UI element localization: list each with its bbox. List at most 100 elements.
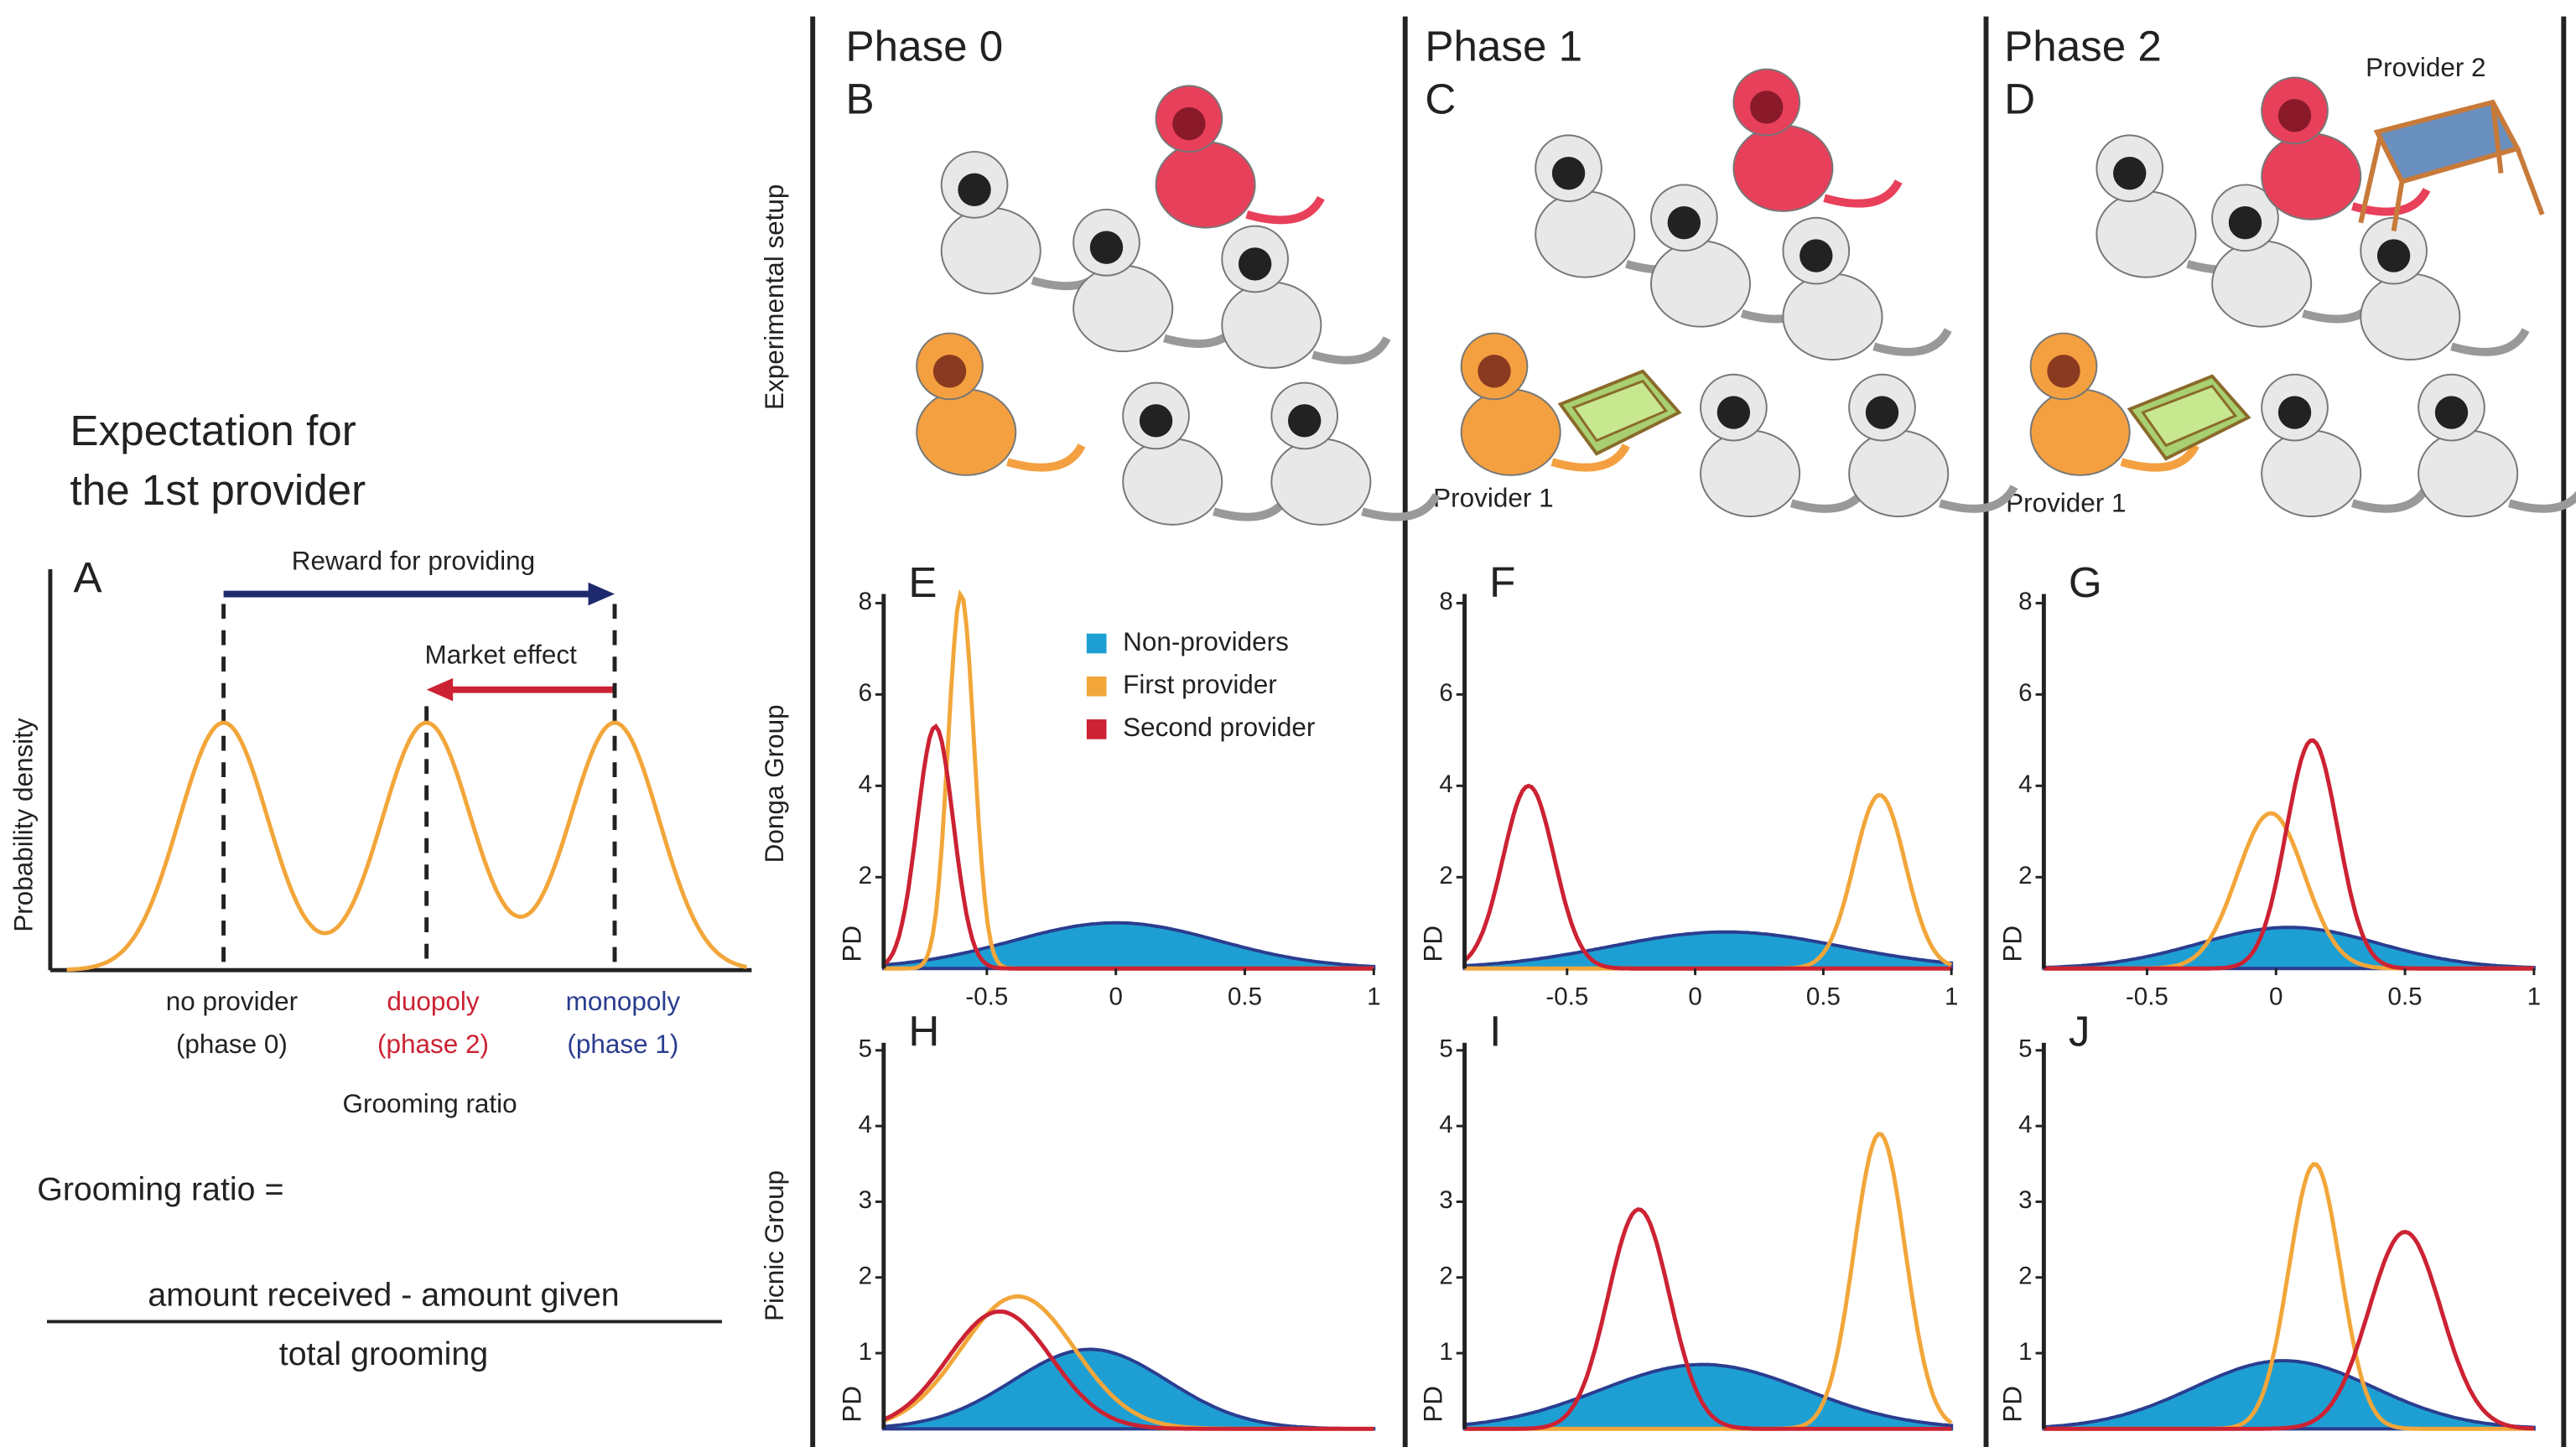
density-curve <box>2044 738 2534 971</box>
monkey-body <box>1848 429 1950 517</box>
legend-label: Second provider <box>1123 713 1315 742</box>
monkey-face <box>2434 396 2469 429</box>
monkey-body <box>940 206 1041 295</box>
axis-title: PD <box>1418 926 1447 962</box>
y-tick-label: 2 <box>2018 1263 2032 1290</box>
monkey-face <box>1139 404 1173 438</box>
monkey-body <box>1782 272 1883 361</box>
y-tick-label: 3 <box>1439 1186 1452 1214</box>
provider-label: Provider 1 <box>1433 484 1553 513</box>
y-tick-label: 3 <box>859 1186 872 1214</box>
panel-label: C <box>1425 75 1456 123</box>
y-tick-label: 5 <box>2018 1035 2032 1063</box>
monkey-face <box>2113 156 2147 190</box>
monkey-tail <box>1939 485 2018 513</box>
monkey-tail <box>2120 443 2199 472</box>
y-tick-label: 6 <box>1439 679 1452 707</box>
density-area <box>1462 930 1954 971</box>
category-label: (phase 2) <box>377 1029 489 1059</box>
monkey-face <box>1172 106 1206 141</box>
legend-swatch <box>1086 633 1107 654</box>
x-tick-label: -0.5 <box>965 983 1008 1010</box>
monkey-face <box>1667 206 1701 240</box>
dividers <box>810 16 2567 1447</box>
formula: amount received - amount given <box>148 1276 619 1313</box>
monkey-tail <box>1823 179 1903 208</box>
x-tick-label: 0 <box>1109 983 1122 1010</box>
monkey-body <box>1649 240 1752 328</box>
monkey-tail <box>1311 336 1391 365</box>
monkey-body <box>2211 240 2313 328</box>
legend-swatch <box>1086 719 1107 739</box>
monkey-body <box>2418 429 2519 517</box>
provider-label: Provider 1 <box>2006 489 2126 518</box>
legend-swatch <box>1086 676 1107 697</box>
panel-label: J <box>2069 1007 2090 1055</box>
table-leg <box>2515 148 2545 215</box>
monkey-body <box>2096 190 2197 278</box>
phase-title: Phase 2 <box>2004 23 2162 70</box>
monkey-face <box>1478 355 1511 388</box>
monkey-tail <box>2450 328 2530 356</box>
density-area <box>2042 1359 2536 1431</box>
panel-label: H <box>908 1007 939 1055</box>
category-label: no provider <box>166 987 298 1016</box>
density-curve <box>1462 783 1952 971</box>
monkey-tail <box>1550 443 1630 472</box>
monkey-tail <box>1006 443 1086 472</box>
monkey-face <box>2376 239 2411 272</box>
legend-label: First provider <box>1123 670 1277 699</box>
schematic-curve <box>66 720 747 972</box>
monkey-face <box>2277 99 2312 132</box>
monkey-face <box>958 173 991 207</box>
monkey-face <box>932 355 967 388</box>
monkey-face <box>1551 156 1586 190</box>
monkey-body <box>2261 429 2362 517</box>
y-tick-label: 6 <box>859 679 872 707</box>
monkey-face <box>1288 404 1322 438</box>
arrow-label: Market effect <box>425 641 578 670</box>
monkey-face <box>2228 206 2262 240</box>
monkey-body <box>1122 438 1223 526</box>
y-tick-label: 1 <box>1439 1338 1452 1366</box>
monkey-body <box>2261 132 2362 220</box>
monkey-body <box>916 388 1017 476</box>
panel-a-title: the 1st provider <box>70 466 366 514</box>
panel-label: G <box>2069 558 2102 606</box>
monkey-body <box>1535 190 1636 278</box>
y-tick-label: 2 <box>1439 862 1452 889</box>
monkey-tail <box>1245 195 1325 225</box>
row-label: Picnic Group <box>760 1170 789 1321</box>
y-tick-label: 4 <box>859 770 872 798</box>
monkey-tail <box>2351 485 2431 513</box>
axis-title: PD <box>1997 926 2027 962</box>
y-tick-label: 4 <box>859 1111 872 1138</box>
x-tick-label: 1 <box>2527 983 2541 1010</box>
monkey-body <box>1732 124 1834 212</box>
density-curve <box>1464 1132 1953 1431</box>
x-tick-label: 0.5 <box>1806 983 1841 1010</box>
row-label: Experimental setup <box>760 184 789 410</box>
axis-title: PD <box>1997 1386 2027 1423</box>
y-tick-label: 4 <box>1439 770 1452 798</box>
monkey-body <box>2029 388 2131 476</box>
formula: total grooming <box>279 1335 488 1372</box>
x-tick-label: 0.5 <box>2388 983 2423 1010</box>
x-tick-label: 1 <box>1367 983 1380 1010</box>
arrow-label: Reward for providing <box>292 546 535 575</box>
axis-title: Grooming ratio <box>343 1089 517 1118</box>
density-curve <box>2044 1230 2535 1431</box>
density-area <box>1462 1362 1954 1431</box>
monkey-tail <box>2508 490 2576 513</box>
monkey-tail <box>1872 328 1952 356</box>
panel-label: B <box>846 75 875 123</box>
panel-label: E <box>908 558 937 606</box>
arrow-head <box>588 582 615 606</box>
monkey-face <box>1089 231 1124 264</box>
y-tick-label: 2 <box>859 862 872 889</box>
panel-label: F <box>1489 558 1515 606</box>
arrow-head <box>426 677 454 702</box>
y-tick-label: 1 <box>2018 1338 2032 1366</box>
